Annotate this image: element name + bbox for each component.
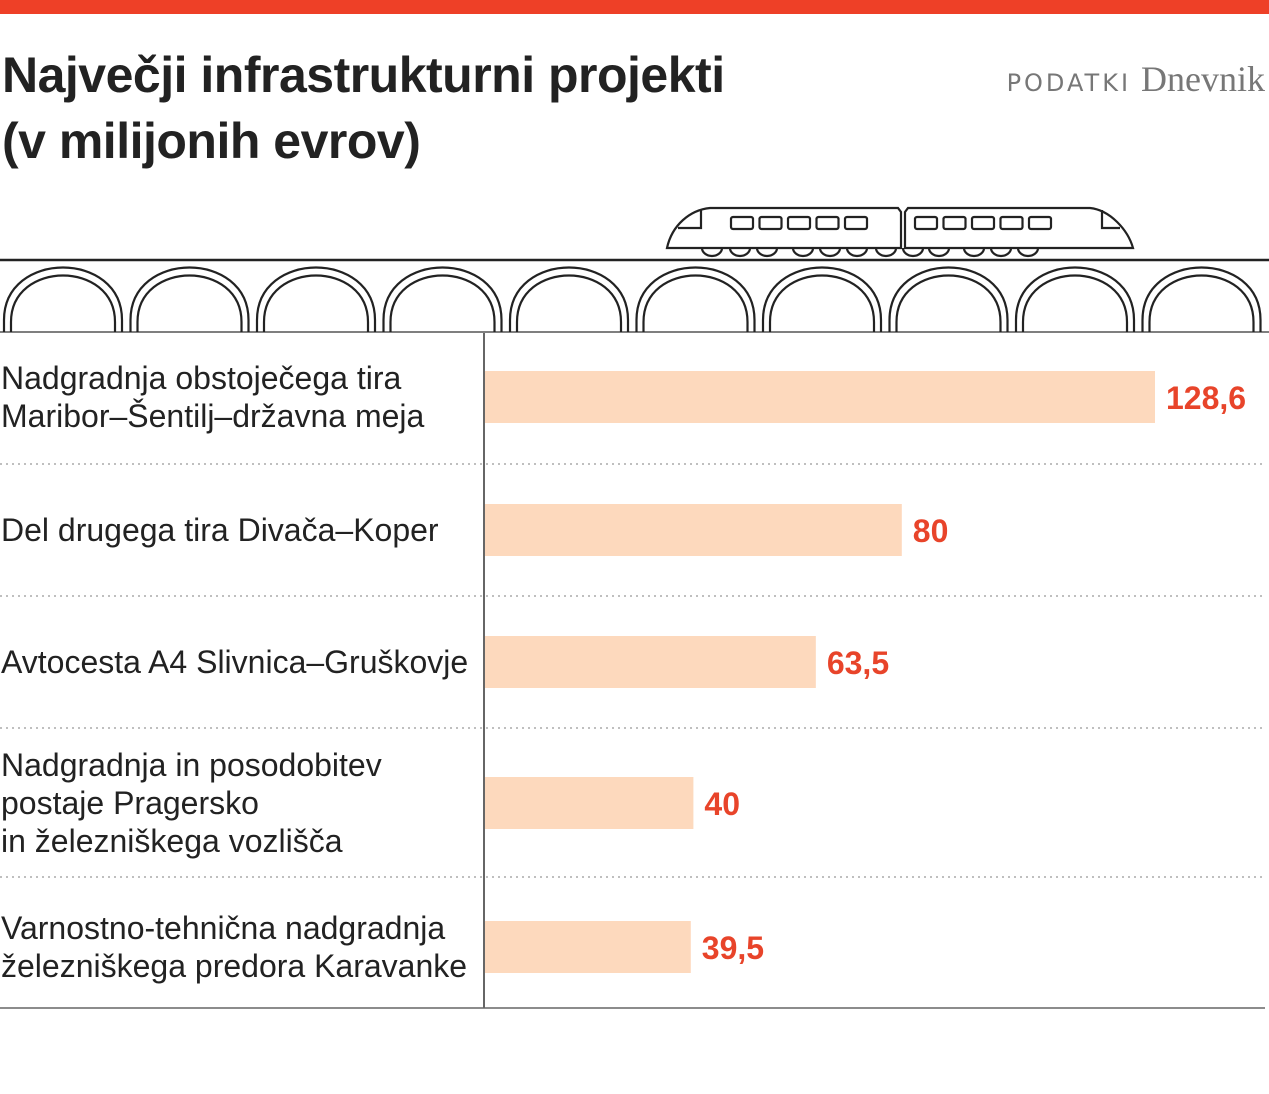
arch-outer bbox=[635, 266, 756, 332]
train-wheel bbox=[989, 247, 1013, 258]
train-window bbox=[843, 215, 869, 231]
train-wheel bbox=[700, 247, 724, 258]
brand-logo: Dnevnik bbox=[1141, 59, 1265, 99]
arch-outer bbox=[2, 266, 124, 332]
train-cab-window bbox=[678, 210, 703, 230]
train-window bbox=[999, 215, 1024, 231]
category-label: Nadgradnja obstoječega tira bbox=[1, 360, 401, 396]
train-wheel bbox=[874, 247, 898, 258]
value-label: 40 bbox=[704, 786, 740, 822]
arch-outer bbox=[382, 266, 503, 332]
arch-outer bbox=[508, 266, 630, 332]
train-wheel bbox=[755, 247, 779, 258]
category-label: Maribor–Šentilj–državna meja bbox=[1, 398, 425, 434]
category-label: Del drugega tira Divača–Koper bbox=[1, 512, 439, 548]
train-car-front bbox=[665, 206, 903, 250]
train-wheel bbox=[728, 247, 752, 258]
category-label: železniškega predora Karavanke bbox=[1, 948, 467, 984]
arch-inner bbox=[515, 274, 623, 332]
arch-inner bbox=[262, 274, 370, 332]
title-line-2: (v milijonih evrov) bbox=[2, 113, 421, 169]
category-label: Nadgradnja in posodobitev bbox=[1, 747, 382, 783]
train-window bbox=[729, 215, 755, 231]
arch-inner bbox=[389, 274, 496, 332]
arch-inner bbox=[768, 274, 876, 332]
source-label: PODATKI bbox=[1006, 69, 1132, 97]
train-wheel bbox=[1016, 247, 1040, 258]
train-window bbox=[970, 215, 996, 231]
train-wheel bbox=[791, 247, 815, 258]
train-cab-window bbox=[1100, 210, 1120, 230]
train-wheel bbox=[962, 247, 986, 258]
top-accent-bar bbox=[0, 0, 1269, 14]
bar bbox=[485, 921, 691, 973]
arch-inner bbox=[1021, 274, 1129, 332]
category-label: Varnostno-tehnična nadgradnja bbox=[1, 910, 445, 946]
arch-outer bbox=[1141, 266, 1262, 332]
arch-outer bbox=[1014, 266, 1136, 332]
category-label: Avtocesta A4 Slivnica–Gruškovje bbox=[1, 644, 468, 680]
train-wheel bbox=[845, 247, 869, 258]
train-window bbox=[913, 215, 939, 231]
train-window bbox=[758, 215, 783, 231]
train-wheel bbox=[818, 247, 842, 258]
arch-outer bbox=[761, 266, 883, 332]
bar bbox=[485, 636, 816, 688]
arch-outer bbox=[129, 266, 250, 332]
train-window bbox=[815, 215, 840, 231]
train-viaduct-illustration bbox=[0, 206, 1269, 333]
train-wheel bbox=[901, 247, 925, 258]
arch-inner bbox=[136, 274, 243, 332]
bar bbox=[485, 777, 694, 829]
bar bbox=[485, 371, 1155, 423]
value-label: 39,5 bbox=[702, 930, 764, 966]
train-car-rear bbox=[903, 206, 1135, 250]
category-label: postaje Pragersko bbox=[1, 785, 259, 821]
arch-inner bbox=[895, 274, 1002, 332]
value-label: 128,6 bbox=[1166, 380, 1246, 416]
value-label: 80 bbox=[913, 513, 949, 549]
source-credit: PODATKI Dnevnik bbox=[1007, 58, 1265, 100]
train-window bbox=[786, 215, 812, 231]
arch-inner bbox=[9, 274, 117, 332]
arch-inner bbox=[642, 274, 749, 332]
arch-outer bbox=[888, 266, 1009, 332]
chart-title: Največji infrastrukturni projekti (v mil… bbox=[2, 42, 725, 174]
bar bbox=[485, 504, 902, 556]
category-label: in železniškega vozlišča bbox=[1, 823, 343, 859]
train-window bbox=[1027, 215, 1053, 231]
arch-inner bbox=[1148, 274, 1255, 332]
train-wheel bbox=[927, 247, 951, 258]
arch-outer bbox=[255, 266, 377, 332]
value-label: 63,5 bbox=[827, 645, 889, 681]
train-window bbox=[942, 215, 967, 231]
title-line-1: Največji infrastrukturni projekti bbox=[2, 47, 725, 103]
